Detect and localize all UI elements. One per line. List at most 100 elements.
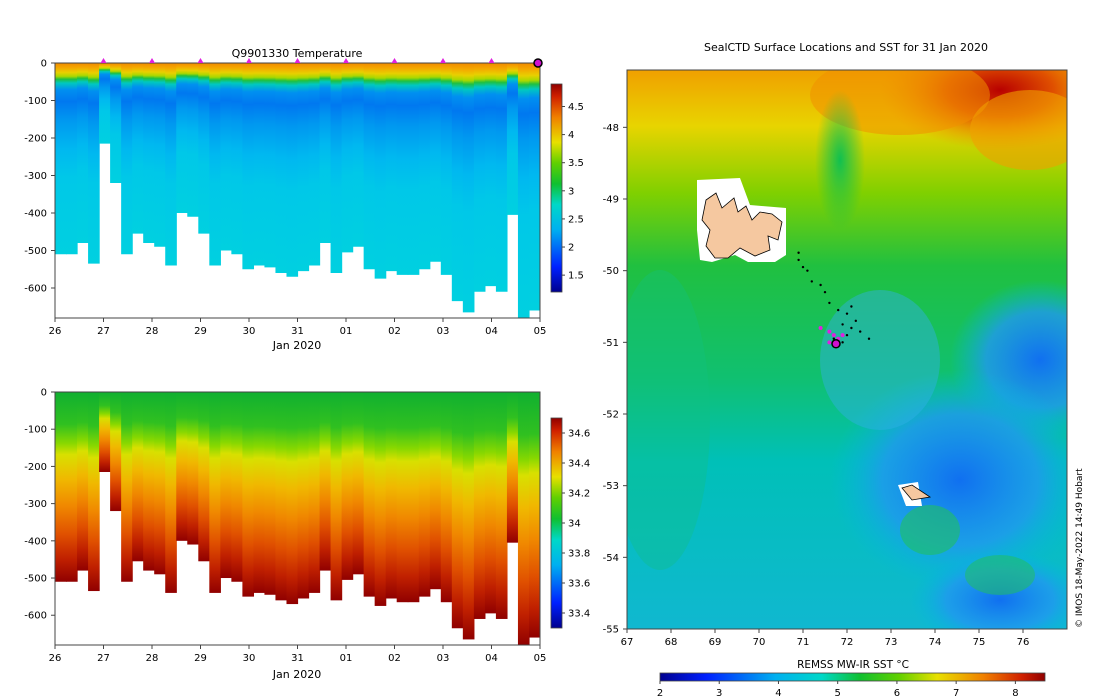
profile-column	[99, 63, 111, 144]
profile-column	[440, 392, 453, 603]
y-tick-label: -600	[24, 611, 47, 622]
surface-marker	[488, 58, 495, 63]
ctd-location-recent	[840, 333, 845, 338]
x-tick-label: 01	[340, 326, 353, 337]
surface-marker	[343, 58, 349, 63]
profile-column	[462, 392, 475, 640]
x-tick-label: 29	[194, 653, 207, 664]
x-tick-label: 27	[97, 326, 110, 337]
profile-column	[308, 392, 321, 593]
profile-column	[429, 392, 442, 590]
profile-column	[407, 63, 420, 275]
profile-column	[253, 63, 266, 266]
lon-tick-label: 68	[665, 637, 678, 648]
salinity-y-ticks: 0 -100 -200 -300 -400 -500 -600	[24, 388, 55, 622]
colorbar-tick-label: 34.2	[568, 489, 590, 500]
x-tick-label: 02	[388, 326, 401, 337]
x-tick-label: 26	[49, 326, 62, 337]
temperature-xlabel: Jan 2020	[272, 339, 321, 352]
profile-column	[220, 63, 232, 251]
temperature-x-ticks: 26 27 28 29 30 31 01 02 03 04 05	[49, 318, 547, 337]
profile-column	[462, 63, 475, 313]
profile-column	[77, 392, 89, 571]
lat-tick-label: -53	[603, 481, 619, 492]
ctd-location	[837, 308, 840, 312]
ctd-location	[850, 326, 853, 330]
profile-column	[352, 392, 365, 575]
kerguelen-island	[697, 178, 786, 262]
profile-column	[275, 63, 288, 273]
profile-column	[143, 63, 155, 243]
profile-column	[198, 63, 210, 234]
profile-column	[440, 63, 453, 275]
colorbar-tick-label: 7	[953, 688, 959, 699]
y-tick-label: -100	[24, 96, 47, 107]
profile-column	[154, 63, 166, 247]
profile-column	[528, 392, 540, 638]
profile-column	[451, 392, 464, 629]
x-tick-label: 31	[291, 326, 304, 337]
ctd-location	[806, 269, 809, 272]
colorbar-tick-label: 4	[775, 688, 781, 699]
profile-column	[495, 63, 508, 292]
profile-column	[396, 392, 409, 603]
profile-column	[66, 392, 78, 582]
ctd-location	[828, 301, 831, 305]
profile-column	[341, 392, 354, 580]
profile-column	[77, 63, 89, 243]
salinity-colorbar	[550, 417, 563, 629]
surface-markers	[100, 58, 543, 68]
profile-column	[308, 63, 321, 266]
map-panel: SealCTD Surface Locations and SST for 31…	[603, 41, 1068, 699]
ctd-location	[845, 333, 849, 337]
colorbar-tick-label: 33.6	[568, 579, 590, 590]
profile-column	[319, 392, 332, 571]
colorbar-tick-label: 6	[894, 688, 900, 699]
y-tick-label: -200	[24, 462, 47, 473]
colorbar-tick-label: 5	[835, 688, 841, 699]
profile-column	[297, 63, 310, 272]
profile-column	[495, 392, 508, 619]
sst-colorbar-ticks: 2 3 4 5 6 7 8	[657, 681, 1019, 699]
profile-column	[275, 392, 288, 601]
colorbar-tick-label: 2	[568, 243, 574, 254]
x-tick-label: 04	[485, 653, 498, 664]
current-location-marker	[831, 339, 841, 349]
profile-column	[99, 392, 111, 472]
colorbar-tick-label: 33.8	[568, 549, 590, 560]
sst-field	[627, 70, 1067, 629]
map-lon-ticks: 67 68 69 70 71 72 73 74 75 76	[621, 629, 1029, 648]
colorbar-tick-label: 1.5	[568, 271, 584, 282]
colorbar-tick-label: 2	[657, 688, 663, 699]
ctd-location	[854, 319, 857, 323]
ctd-location	[859, 330, 862, 333]
ctd-location	[850, 305, 853, 308]
ctd-location	[810, 280, 813, 283]
y-tick-label: 0	[41, 388, 47, 399]
lon-tick-label: 72	[841, 637, 854, 648]
x-tick-label: 28	[146, 653, 159, 664]
profile-column	[154, 392, 166, 575]
x-tick-label: 05	[534, 326, 547, 337]
sst-colorbar	[659, 672, 1046, 682]
lat-tick-label: -52	[603, 410, 619, 421]
profile-column	[176, 392, 188, 541]
lat-tick-label: -55	[603, 625, 619, 636]
salinity-colorbar-ticks: 33.4 33.6 33.8 34 34.2 34.4 34.6	[562, 429, 590, 620]
colorbar-tick-label: 2.5	[568, 214, 584, 225]
lat-tick-label: -54	[603, 553, 619, 564]
lon-tick-label: 71	[797, 637, 810, 648]
x-tick-label: 02	[388, 653, 401, 664]
sst-colorbar-label: REMSS MW-IR SST °C	[797, 659, 909, 671]
colorbar-tick-label: 3	[716, 688, 722, 699]
temperature-y-ticks: 0 -100 -200 -300 -400 -500 -600	[24, 59, 55, 295]
ctd-location	[823, 290, 827, 294]
colorbar-tick-label: 4	[568, 130, 574, 141]
lon-tick-label: 69	[709, 637, 722, 648]
profile-column	[506, 63, 519, 215]
temperature-colorbar	[550, 83, 563, 293]
ctd-location-recent	[827, 329, 832, 334]
profile-column	[55, 392, 67, 582]
map-title: SealCTD Surface Locations and SST for 31…	[704, 41, 988, 54]
temperature-colorbar-ticks: 1.5 2 2.5 3 3.5 4 4.5	[562, 102, 584, 282]
